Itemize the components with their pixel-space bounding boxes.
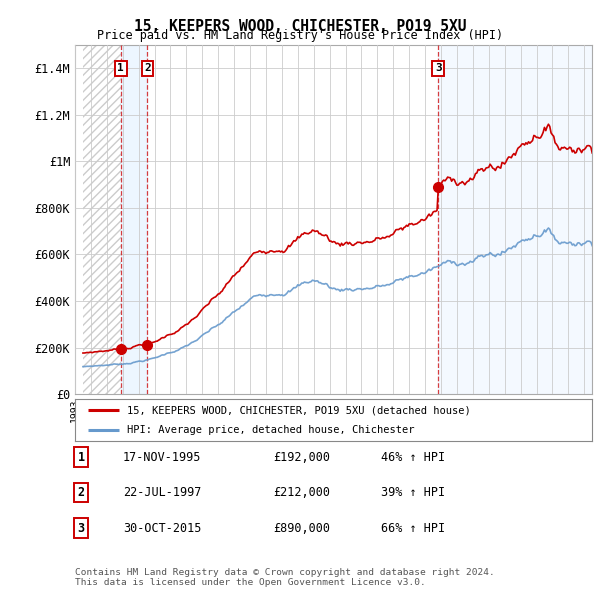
Text: 17-NOV-1995: 17-NOV-1995	[123, 451, 202, 464]
Text: 3: 3	[77, 522, 85, 535]
Text: 46% ↑ HPI: 46% ↑ HPI	[381, 451, 445, 464]
Text: 1: 1	[77, 451, 85, 464]
Text: 1: 1	[118, 63, 124, 73]
Bar	[439, 45, 592, 394]
Bar	[121, 45, 148, 394]
Text: 2: 2	[77, 486, 85, 499]
Text: 22-JUL-1997: 22-JUL-1997	[123, 486, 202, 499]
Text: £890,000: £890,000	[273, 522, 330, 535]
Text: 15, KEEPERS WOOD, CHICHESTER, PO19 5XU: 15, KEEPERS WOOD, CHICHESTER, PO19 5XU	[134, 19, 466, 34]
Text: £192,000: £192,000	[273, 451, 330, 464]
Text: HPI: Average price, detached house, Chichester: HPI: Average price, detached house, Chic…	[127, 425, 414, 435]
Text: 39% ↑ HPI: 39% ↑ HPI	[381, 486, 445, 499]
Text: 2: 2	[144, 63, 151, 73]
Text: Price paid vs. HM Land Registry's House Price Index (HPI): Price paid vs. HM Land Registry's House …	[97, 30, 503, 42]
Text: 15, KEEPERS WOOD, CHICHESTER, PO19 5XU (detached house): 15, KEEPERS WOOD, CHICHESTER, PO19 5XU (…	[127, 405, 470, 415]
Text: 3: 3	[435, 63, 442, 73]
Text: 30-OCT-2015: 30-OCT-2015	[123, 522, 202, 535]
Text: 66% ↑ HPI: 66% ↑ HPI	[381, 522, 445, 535]
Text: Contains HM Land Registry data © Crown copyright and database right 2024.
This d: Contains HM Land Registry data © Crown c…	[75, 568, 495, 587]
Text: £212,000: £212,000	[273, 486, 330, 499]
